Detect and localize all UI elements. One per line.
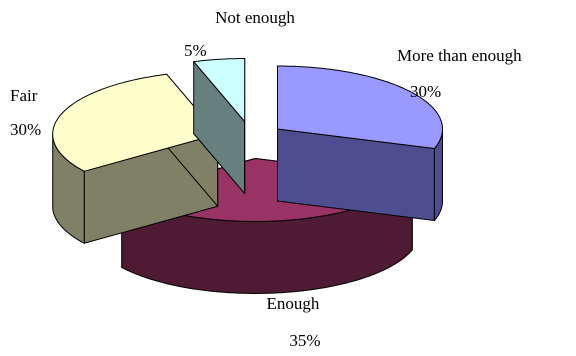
slices-layer [52,58,443,294]
slice-top-more-than-enough [277,65,443,149]
label-fair-percent: 30% [10,120,41,139]
slice-fair [52,73,219,244]
slice-top-not-enough [193,58,246,123]
slice-top-fair [52,73,219,172]
slice-more-than-enough [277,65,443,221]
labels-layer: Not enough 5% More than enough 30% Fair … [10,8,522,350]
label-not-enough-name: Not enough [215,8,295,27]
label-not-enough-percent: 5% [184,41,207,60]
slice-not-enough [193,58,246,195]
label-more-than-enough-percent: 30% [410,82,441,101]
label-enough-name: Enough [267,294,320,313]
label-fair-name: Fair [10,86,38,105]
label-more-than-enough-name: More than enough [397,46,522,65]
label-enough-percent: 35% [289,331,320,350]
